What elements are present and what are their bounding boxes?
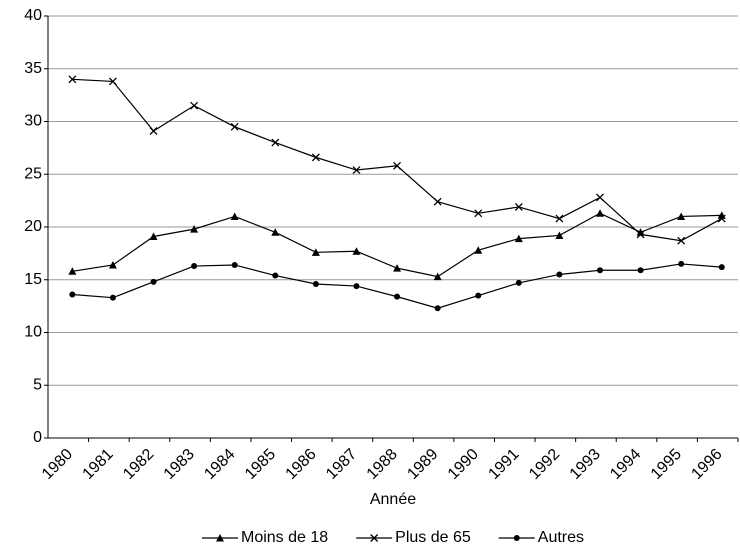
x-tick-label: 1988 bbox=[364, 446, 401, 483]
marker bbox=[556, 271, 563, 278]
x-tick-label: 1989 bbox=[404, 446, 441, 483]
marker bbox=[433, 272, 442, 281]
marker bbox=[271, 138, 280, 147]
marker bbox=[637, 267, 644, 274]
marker bbox=[149, 127, 158, 135]
x-tick-label: 1991 bbox=[485, 446, 522, 483]
marker bbox=[150, 278, 157, 285]
y-tick-label: 10 bbox=[24, 324, 42, 341]
marker bbox=[149, 232, 158, 240]
marker bbox=[352, 247, 361, 255]
legend-label: Autres bbox=[538, 529, 584, 546]
marker bbox=[514, 202, 523, 211]
y-tick-label: 5 bbox=[33, 376, 42, 393]
marker bbox=[677, 236, 686, 245]
marker bbox=[678, 260, 685, 267]
marker bbox=[433, 197, 442, 206]
marker bbox=[312, 280, 319, 287]
legend-label: Plus de 65 bbox=[395, 529, 471, 546]
legend-marker bbox=[513, 535, 520, 541]
marker bbox=[555, 231, 564, 239]
marker bbox=[272, 272, 279, 279]
y-tick-label: 30 bbox=[24, 113, 42, 130]
marker bbox=[68, 267, 77, 275]
marker bbox=[353, 283, 360, 290]
marker bbox=[636, 228, 645, 236]
marker bbox=[474, 209, 483, 218]
marker bbox=[190, 101, 199, 110]
marker bbox=[515, 279, 522, 286]
marker bbox=[393, 161, 402, 170]
x-tick-label: 1986 bbox=[283, 446, 320, 483]
marker bbox=[68, 75, 77, 84]
marker bbox=[109, 294, 116, 301]
marker bbox=[718, 264, 725, 271]
x-tick-label: 1993 bbox=[567, 446, 604, 483]
marker bbox=[717, 214, 726, 223]
y-tick-label: 25 bbox=[24, 165, 42, 182]
marker bbox=[677, 212, 686, 220]
marker bbox=[311, 153, 320, 162]
marker bbox=[475, 292, 482, 299]
x-tick-label: 1995 bbox=[648, 446, 685, 483]
marker bbox=[271, 228, 280, 236]
x-tick-label: 1982 bbox=[120, 446, 157, 483]
marker bbox=[230, 122, 239, 131]
x-tick-label: 1980 bbox=[39, 446, 76, 483]
marker bbox=[230, 212, 239, 220]
marker bbox=[393, 264, 402, 272]
x-tick-label: 1985 bbox=[242, 446, 279, 483]
marker bbox=[555, 214, 564, 223]
series-line bbox=[72, 78, 723, 242]
y-tick-label: 15 bbox=[24, 271, 42, 288]
marker bbox=[394, 293, 401, 300]
x-tick-label: 1994 bbox=[607, 446, 644, 483]
marker bbox=[352, 166, 361, 174]
marker bbox=[514, 234, 523, 243]
marker bbox=[108, 77, 117, 86]
marker bbox=[108, 260, 117, 269]
legend-marker bbox=[370, 534, 379, 542]
marker bbox=[311, 248, 320, 256]
marker bbox=[191, 263, 198, 270]
x-tick-label: 1987 bbox=[323, 446, 360, 483]
marker bbox=[231, 261, 238, 268]
legend-marker bbox=[215, 534, 224, 542]
x-tick-label: 1996 bbox=[688, 446, 725, 483]
legend: Moins de 18 Plus de 65 Autres bbox=[201, 529, 584, 546]
marker bbox=[636, 230, 645, 239]
y-tick-label: 35 bbox=[24, 60, 42, 77]
marker bbox=[190, 225, 199, 233]
marker bbox=[596, 193, 604, 202]
marker bbox=[434, 305, 441, 312]
marker bbox=[596, 209, 604, 217]
x-tick-label: 1990 bbox=[445, 446, 482, 483]
x-tick-label: 1984 bbox=[201, 446, 238, 483]
legend-label: Moins de 18 bbox=[241, 529, 328, 546]
x-axis-label: Année bbox=[370, 491, 416, 508]
y-tick-label: 20 bbox=[24, 218, 42, 235]
marker bbox=[69, 291, 76, 298]
x-tick-label: 1983 bbox=[161, 446, 198, 483]
y-tick-label: 0 bbox=[33, 429, 42, 446]
x-tick-label: 1981 bbox=[80, 446, 117, 483]
y-tick-label: 40 bbox=[24, 7, 42, 24]
marker bbox=[597, 267, 603, 274]
marker bbox=[474, 246, 483, 254]
x-tick-label: 1992 bbox=[526, 446, 563, 483]
